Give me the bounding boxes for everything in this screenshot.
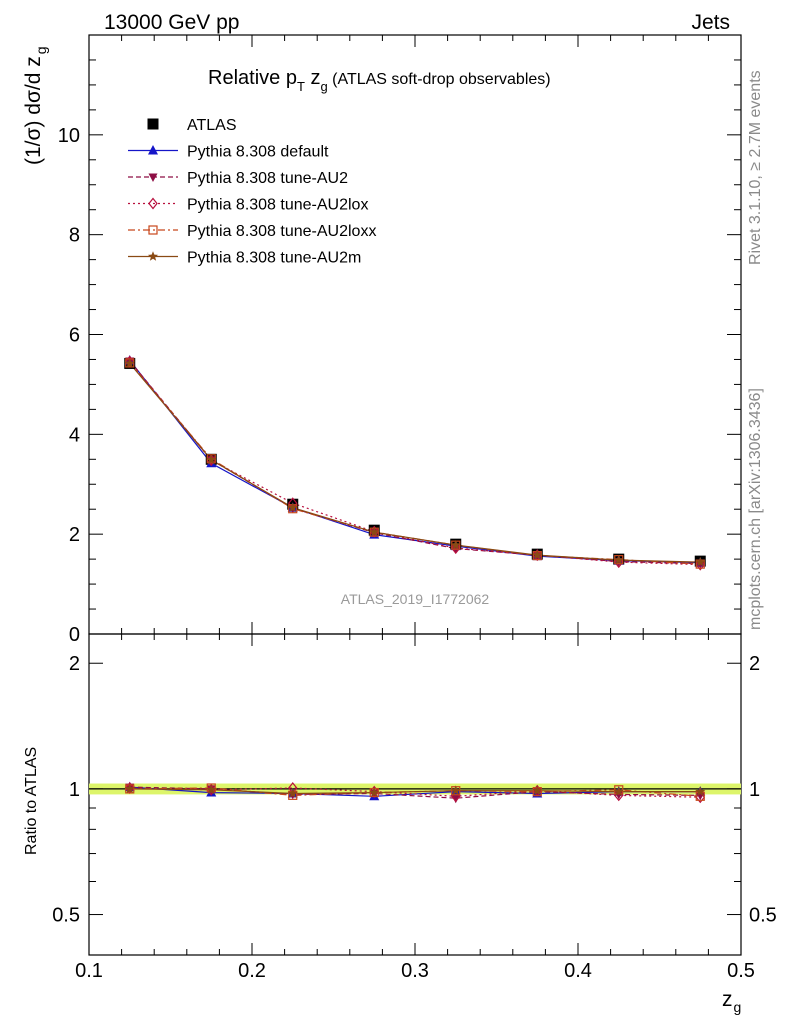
data-point — [206, 454, 217, 465]
legend-marker — [148, 197, 158, 210]
x-tick-label: 0.4 — [564, 960, 592, 982]
ratio-point — [206, 784, 217, 795]
mcplots-label: mcplots.cern.ch [arXiv:1306.3436] — [747, 388, 764, 630]
legend-label: Pythia 8.308 tune-AU2lox — [187, 197, 368, 214]
legend-label: Pythia 8.308 tune-AU2m — [187, 250, 361, 267]
legend-marker — [147, 118, 159, 130]
main-series-lines — [129, 360, 701, 566]
ratio-series-line — [129, 788, 701, 795]
ratio-series-lines — [129, 786, 701, 799]
ratio-y-tick-label-right: 2 — [749, 653, 760, 675]
data-point — [369, 526, 380, 537]
ratio-y-tick-label: 0.5 — [52, 905, 80, 927]
ratio-point — [451, 794, 461, 804]
x-tick-label: 0.3 — [401, 960, 429, 982]
ratio-point — [287, 788, 298, 798]
chart-title: Relative pT zg (ATLAS soft-drop observab… — [208, 67, 551, 94]
main-y-tick-label: 0 — [69, 624, 80, 646]
ratio-point — [369, 787, 380, 797]
series-line — [129, 363, 701, 563]
x-axis-label: zg — [722, 988, 741, 1015]
data-point — [532, 549, 543, 560]
data-point — [124, 358, 135, 368]
legend: ATLAS Pythia 8.308 default Pythia 8.308 tu… — [128, 117, 376, 267]
ratio-y-tick-label-right: 1 — [749, 779, 760, 801]
legend-marker — [148, 145, 158, 155]
data-point — [613, 554, 624, 565]
main-y-tick-label: 6 — [69, 325, 80, 347]
legend-label: Pythia 8.308 default — [187, 144, 329, 161]
legend-label: ATLAS — [187, 117, 237, 134]
ratio-y-axis-label: Ratio to ATLAS — [23, 747, 40, 855]
rivet-label: Rivet 3.1.10, ≥ 2.7M events — [747, 70, 764, 265]
main-series-markers — [124, 354, 706, 571]
energy-label: 13000 GeV pp — [104, 11, 239, 34]
data-point — [613, 556, 624, 569]
x-tick-label: 0.2 — [238, 960, 266, 982]
ratio-point — [450, 785, 461, 795]
data-point — [695, 556, 706, 567]
ratio-point — [695, 786, 706, 796]
ratio-y-tick-label: 1 — [69, 779, 80, 801]
watermark: ATLAS_2019_I1772062 — [341, 591, 490, 607]
data-point — [450, 539, 461, 550]
main-axis-ticks: 0 2 4 6 8 10 — [58, 34, 741, 646]
ratio-point — [532, 785, 543, 795]
legend-label: Pythia 8.308 tune-AU2loxx — [187, 223, 376, 240]
ratio-point — [613, 786, 624, 796]
x-tick-label: 0.5 — [727, 960, 755, 982]
x-tick-label: 0.1 — [75, 960, 103, 982]
main-y-tick-label: 8 — [69, 225, 80, 247]
main-y-tick-label: 10 — [58, 125, 80, 147]
data-point — [695, 558, 706, 571]
ratio-y-tick-label: 2 — [69, 653, 80, 675]
data-point — [287, 502, 298, 512]
ratio-axis-ticks: 0.5 0.5 1 1 2 2 0.1 0.2 0.3 0.4 0.5 — [52, 634, 777, 982]
ratio-point — [124, 783, 135, 794]
ratio-y-tick-label-right: 0.5 — [749, 905, 777, 927]
ratio-series-line — [129, 786, 701, 799]
main-y-tick-label: 4 — [69, 424, 80, 446]
legend-marker — [148, 173, 158, 182]
main-y-tick-label: 2 — [69, 524, 80, 546]
ratio-series-markers — [124, 781, 706, 804]
legend-label: Pythia 8.308 tune-AU2 — [187, 170, 348, 187]
series-line — [129, 360, 701, 565]
legend-marker — [148, 225, 158, 235]
y-axis-label: (1/σ) dσ/d zg — [22, 46, 49, 165]
legend-marker — [147, 251, 159, 261]
data-point — [450, 542, 461, 555]
jets-label: Jets — [691, 11, 730, 34]
